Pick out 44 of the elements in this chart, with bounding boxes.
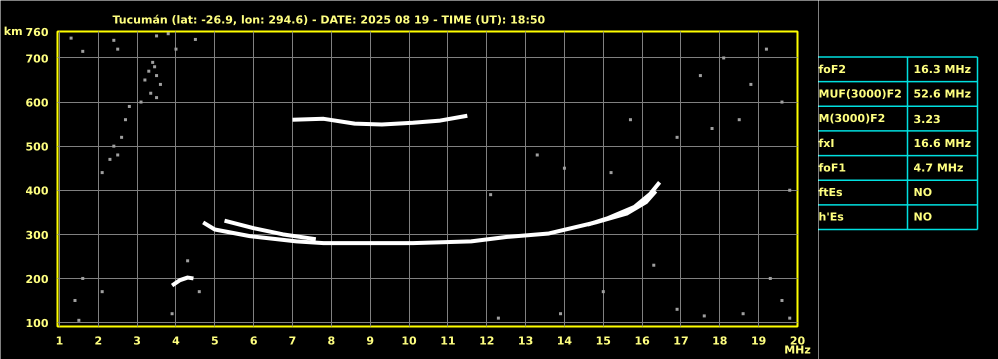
x-tick-label: 13 [518,334,534,348]
x-tick-label: 15 [596,334,611,348]
y-tick-label: 200 [26,272,49,286]
x-tick-label: 12 [479,334,494,348]
text: foF2 [818,62,846,76]
text: NO [914,210,932,224]
x-tick-label: 8 [328,334,336,348]
x-tick-label: 2 [94,334,102,348]
x-tick-label: 6 [250,334,258,348]
y-tick-label: 500 [26,140,49,154]
text: NO [914,186,932,200]
text: 52.6 MHz [914,87,972,100]
x-tick-label: 5 [210,334,219,348]
x-tick-label: 14 [556,334,572,348]
x-tick-label: 7 [288,334,296,348]
text: ftEs [818,186,844,200]
x-axis-title: MHz [784,344,811,356]
text: 3.23 [914,113,941,126]
text: MUF(3000)F2 [818,87,902,100]
y-tick-label: 100 [26,317,49,330]
y-tick-label: 300 [26,228,49,242]
y-tick-label: 600 [26,96,49,110]
x-tick-label: 17 [673,334,689,348]
text: M(3000)F2 [818,112,886,126]
x-tick-label: 11 [440,334,456,348]
text: 16.6 MHz [914,136,972,150]
y-tick-label: 760 [26,26,49,39]
y-axis-title: km [4,25,23,38]
y-tick-label: 700 [26,52,49,66]
x-tick-label: 3 [133,334,141,348]
y-tick-label: 400 [26,184,49,198]
x-tick-label: 16 [634,334,650,348]
x-tick-label: 4 [172,334,180,348]
text: h'Es [818,210,844,224]
x-tick-label: 9 [366,334,374,348]
x-tick-label: 1 [56,334,64,348]
chart-title: Tucumán (lat: -26.9, lon: 294.6) - DATE: 2025 08 19 - TIME (UT): 18:50 [112,14,546,26]
x-tick-label: 10 [401,334,418,348]
x-tick-label: 19 [751,334,766,348]
text: fxI [818,136,834,150]
x-tick-label: 18 [712,334,728,348]
text: 4.7 MHz [914,161,964,174]
text: 16.3 MHz [914,62,972,76]
text: foF1 [818,161,846,174]
